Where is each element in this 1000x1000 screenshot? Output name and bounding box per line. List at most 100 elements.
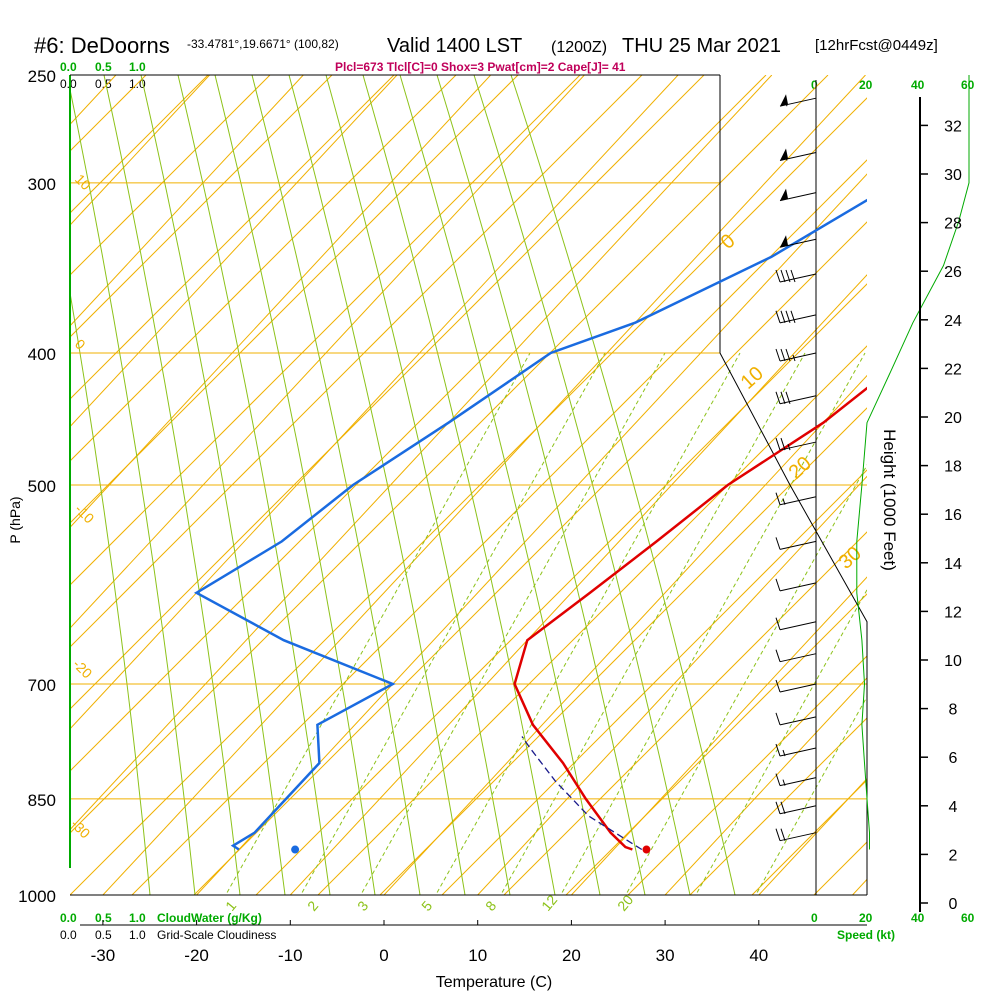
moist-adiabat-line [103,75,241,895]
parcel-line [521,736,643,851]
wind-barb-staff [779,441,817,451]
mixing-ratio-label: 5 [418,898,435,914]
wind-barb [779,94,817,107]
height-tick-label: 20 [944,410,962,427]
pressure-tick-label: 300 [28,175,56,194]
dry-adiabat-line [70,75,333,338]
wind-barb [775,617,817,631]
temperature-tick-label: -10 [278,946,303,965]
isotherm-label: 20 [785,452,816,483]
wind-barb-full [775,537,781,550]
speed-tick-top: 60 [961,78,975,92]
station-coords: -33.4781°,19.6671° (100,82) [187,37,339,51]
temperature-tick-label: -20 [184,946,209,965]
wind-barb-full [780,801,786,814]
isotherm-line [664,677,867,895]
mixing-ratio-line [500,352,806,895]
temperature-tick-label: 10 [468,946,487,965]
mixing-ratio-line [435,352,741,895]
cloud-tick-bottom-green: 1.0 [129,911,146,925]
isotherm-line [70,75,398,428]
mixing-ratio-line [695,588,867,895]
wind-barb-full [775,437,781,451]
cloud-tick-bottom-green: 0.5 [95,911,112,925]
wind-barb-staff [779,653,817,663]
moist-adiabat-line [362,75,556,895]
wind-barb-staff [779,352,817,362]
height-tick-label: 8 [949,702,958,719]
wind-barb [775,649,817,663]
speed-label: Speed (kt) [837,928,895,942]
cloud-tick-bottom-green: 0.0 [60,911,77,925]
wind-barb-full [785,269,791,283]
plot-right-border [719,75,868,895]
wind-barb [775,310,817,324]
wind-barb-staff [779,273,817,283]
temperature-tick-label: 0 [379,946,388,965]
isotherm-line [571,576,867,895]
wind-barb-staff [779,97,817,107]
wind-barb-full [790,310,796,323]
wind-barb-staff [779,683,817,693]
wind-barb [775,773,817,787]
height-tick-label: 16 [944,507,962,524]
mixing-ratio-line [625,464,867,895]
height-axis-title: Height (1000 Feet) [880,429,899,571]
dry-adiabat-label: 10 [72,171,94,193]
wind-barb [775,828,817,842]
height-tick-label: 32 [944,118,962,135]
isotherm-label: 10 [737,362,768,393]
moist-adiabat-line [251,75,421,895]
height-tick-label: 14 [944,556,962,573]
speed-tick-bottom: 0 [811,911,818,925]
station-title: #6: DeDoorns [34,33,170,58]
speed-tick-bottom: 60 [961,911,975,925]
wind-barb-staff [779,192,817,202]
mixing-ratio-lines [225,352,867,895]
cloud-tick-top-green: 1.0 [129,60,146,74]
moist-adiabat-line [325,75,511,895]
pressure-tick-label: 250 [28,67,56,86]
wind-barb-half [787,443,791,451]
wind-barb-full [775,391,781,404]
pressure-tick-label: 500 [28,477,56,496]
wind-barb-flag [780,235,788,248]
isotherm-line [70,75,304,327]
wind-barb-staff [779,540,817,550]
wind-barb-full [775,269,781,283]
height-tick-label: 22 [944,361,962,378]
isotherm-line [70,75,210,226]
wind-speed-line [856,75,970,850]
wind-barb-full [775,492,781,505]
wind-barb-full [775,617,781,630]
x-axis-title: Temperature (C) [436,974,552,991]
wind-barb-half [792,354,796,362]
plot-frame [69,74,868,926]
wind-barb-full [780,828,786,841]
wind-barb [775,437,817,451]
mixing-ratio-line [225,352,531,895]
wind-barb-half [782,498,786,505]
wind-barb-half [782,779,786,786]
cloud-tick-bottom-black: 0.5 [95,928,112,942]
cloudiness-label: Grid-Scale Cloudiness [157,928,276,942]
height-tick-label: 28 [944,216,962,233]
dry-adiabat-label: -10 [72,501,98,527]
forecast-info: [12hrFcst@0449z] [815,37,938,54]
wind-barb-staff [779,621,817,631]
wind-barb-full [775,679,781,693]
height-tick-label: 18 [944,459,962,476]
height-tick-label: 12 [944,604,962,621]
dry-adiabat-line [503,531,867,895]
wind-barb-half [784,154,788,161]
mixing-ratio-line [300,352,606,895]
wind-barb-full [775,743,781,757]
cloud-tick-top-black: 0.0 [60,77,77,91]
temperature-tick-label: 20 [562,946,581,965]
moist-adiabat-line [399,75,601,895]
wind-barb-staff [779,716,817,726]
moist-adiabat-line [140,75,286,895]
height-tick-label: 24 [944,313,962,330]
